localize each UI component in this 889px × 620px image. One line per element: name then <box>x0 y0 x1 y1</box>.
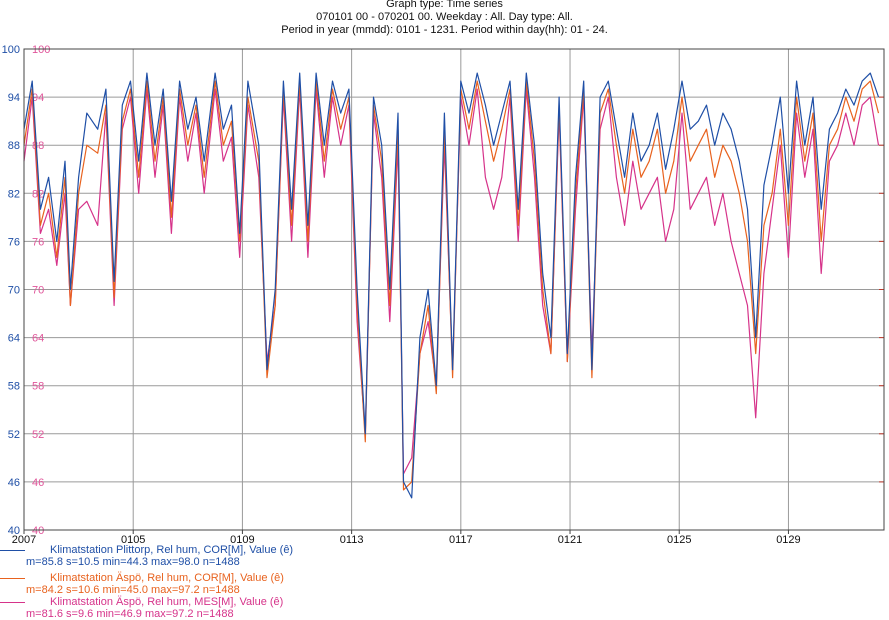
legend-entry-aspo-mes: Klimatstation Äspö, Rel hum, MES[M], Val… <box>0 595 889 620</box>
y-left-tick-label: 70 <box>8 285 20 297</box>
x-tick-label: 0117 <box>449 534 473 546</box>
y-right-tick-label: 52 <box>32 429 44 441</box>
y-right-tick-label: 100 <box>32 44 50 56</box>
y-right-tick-label: 58 <box>32 381 44 393</box>
y-left-tick-label: 46 <box>8 477 20 489</box>
legend-label-aspo-cor: Klimatstation Äspö, Rel hum, COR[M], Val… <box>50 572 284 584</box>
legend-swatch-aspo-mes <box>0 602 25 603</box>
y-right-tick-label: 94 <box>32 92 44 104</box>
y-left-tick-label: 88 <box>8 140 20 152</box>
chart-subtitle-range: 070101 00 - 070201 00. Weekday : All. Da… <box>316 11 573 23</box>
y-right-tick-label: 46 <box>32 477 44 489</box>
y-left-tick-label: 52 <box>8 429 20 441</box>
legend-label-aspo-mes: Klimatstation Äspö, Rel hum, MES[M], Val… <box>50 596 284 608</box>
y-left-tick-label: 40 <box>8 525 20 537</box>
legend-entry-plittorp: Klimatstation Plittorp, Rel hum, COR[M],… <box>0 543 889 568</box>
y-right-tick-label: 76 <box>32 236 44 248</box>
y-left-tick-label: 58 <box>8 381 20 393</box>
legend-stats-aspo-cor: m=84.2 s=10.6 min=45.0 max=97.2 n=1488 <box>26 584 240 596</box>
y-left-tick-label: 100 <box>2 44 20 56</box>
series-line-aspo-cor <box>23 80 880 491</box>
chart-subtitle-period: Period in year (mmdd): 0101 - 1231. Peri… <box>281 24 608 36</box>
x-tick-label: 2007 <box>12 534 36 546</box>
legend-entry-aspo-cor: Klimatstation Äspö, Rel hum, COR[M], Val… <box>0 571 889 596</box>
legend-swatch-aspo-cor <box>0 578 25 579</box>
y-left-tick-label: 82 <box>8 188 20 200</box>
series-lines <box>23 72 880 499</box>
x-tick-label: 0129 <box>776 534 800 546</box>
x-tick-label: 0109 <box>230 534 254 546</box>
legend-stats-plittorp: m=85.8 s=10.5 min=44.3 max=98.0 n=1488 <box>26 556 240 568</box>
legend-swatch-plittorp <box>0 550 25 551</box>
grid <box>24 49 884 530</box>
legend-label-plittorp: Klimatstation Plittorp, Rel hum, COR[M],… <box>50 544 294 556</box>
chart-title: Graph type: Time series <box>386 0 503 10</box>
legend-stats-aspo-mes: m=81.6 s=9.6 min=46.9 max=97.2 n=1488 <box>26 608 234 620</box>
y-right-tick-label: 70 <box>32 285 44 297</box>
plot-frame <box>23 48 885 531</box>
y-right-tick-label: 40 <box>32 525 44 537</box>
y-left-tick-label: 94 <box>8 92 20 104</box>
x-tick-label: 0125 <box>667 534 691 546</box>
x-tick-label: 0121 <box>558 534 582 546</box>
x-tick-label: 0113 <box>340 534 364 546</box>
series-line-plittorp <box>23 72 880 499</box>
x-axis: 2007 0105 0109 0113 0117 0121 0125 0129 <box>12 530 801 546</box>
y-left-tick-label: 64 <box>8 333 20 345</box>
y-right-tick-label: 64 <box>32 333 44 345</box>
y-right-tick-label: 88 <box>32 140 44 152</box>
y-axis-left: 100 94 88 82 76 70 64 58 52 46 40 <box>2 44 20 537</box>
x-tick-label: 0105 <box>121 534 145 546</box>
y-left-tick-label: 76 <box>8 236 20 248</box>
